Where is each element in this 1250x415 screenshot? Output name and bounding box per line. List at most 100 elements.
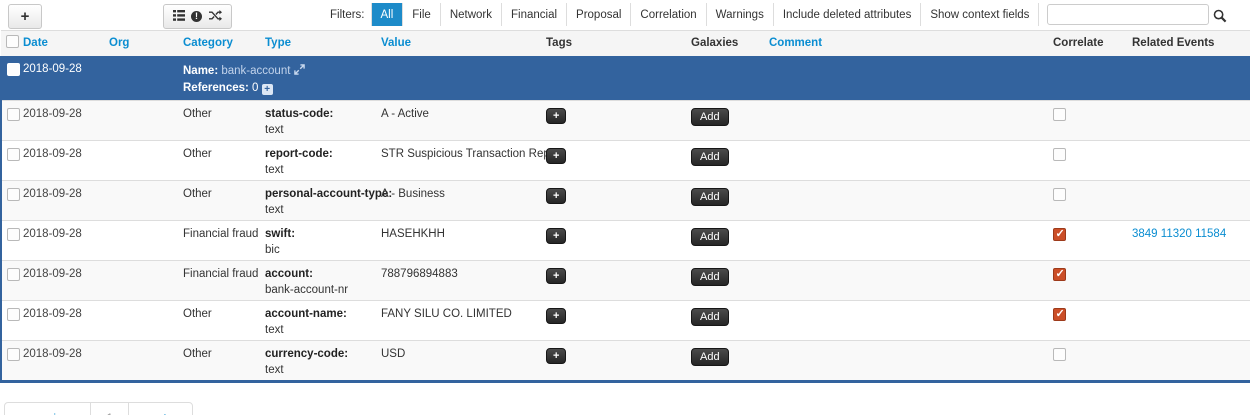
filter-tab-all[interactable]: All [370, 3, 403, 26]
add-tag-button[interactable]: + [546, 147, 567, 164]
add-tag-button[interactable]: + [546, 107, 567, 124]
add-galaxy-button[interactable]: Add [691, 347, 729, 366]
search-input[interactable] [1047, 4, 1210, 25]
filter-tab-correlation[interactable]: Correlation [630, 3, 705, 26]
filter-tab-financial[interactable]: Financial [501, 3, 566, 26]
related-events-cell [1130, 140, 1250, 180]
category-cell: Other [183, 147, 212, 160]
correlate-checkbox[interactable] [1053, 347, 1066, 361]
comment-cell [767, 180, 1051, 220]
header-comment[interactable]: Comment [769, 37, 823, 50]
header-correlate: Correlate [1053, 37, 1104, 50]
object-references-label: References: [183, 81, 249, 94]
expand-object-icon[interactable] [293, 63, 305, 78]
object-checkbox[interactable] [7, 62, 20, 76]
tags-cell: + [544, 100, 689, 140]
filter-tab-warnings[interactable]: Warnings [705, 3, 773, 26]
table-row: 2018-09-28 Other account-name: text FANY … [0, 300, 1250, 340]
type-cell: account: bank-account-nr [265, 267, 349, 296]
header-date[interactable]: Date [23, 37, 48, 50]
related-events-cell: 3849 11320 11584 [1130, 220, 1250, 260]
object-date: 2018-09-28 [23, 62, 82, 75]
object-org [107, 56, 181, 101]
correlate-cell [1051, 100, 1130, 140]
tags-cell: + [544, 140, 689, 180]
search-icon[interactable] [1213, 3, 1227, 26]
related-events-cell [1130, 260, 1250, 300]
correlate-checkbox[interactable] [1053, 187, 1066, 201]
date-cell: 2018-09-28 [23, 307, 82, 320]
tags-cell: + [544, 340, 689, 381]
header-category[interactable]: Category [183, 37, 233, 50]
value-cell: A - Business [381, 187, 445, 200]
correlate-checkbox[interactable] [1053, 227, 1066, 241]
pagination-previous[interactable]: « previous [5, 403, 90, 415]
type-cell: swift: bic [265, 227, 296, 256]
filter-tab-file[interactable]: File [402, 3, 440, 26]
correlate-cell [1051, 340, 1130, 381]
correlate-checkbox[interactable] [1053, 107, 1066, 121]
filter-tab-show-context[interactable]: Show context fields [920, 3, 1040, 26]
correlate-checkbox[interactable] [1053, 307, 1066, 321]
row-checkbox[interactable] [7, 227, 20, 241]
correlate-cell [1051, 260, 1130, 300]
correlate-cell [1051, 180, 1130, 220]
exclamation-circle-icon[interactable] [191, 11, 202, 22]
row-checkbox[interactable] [7, 307, 20, 321]
add-galaxy-button[interactable]: Add [691, 267, 729, 286]
header-value[interactable]: Value [381, 37, 412, 50]
view-options-group[interactable] [163, 4, 232, 29]
row-checkbox[interactable] [7, 187, 20, 201]
add-galaxy-button[interactable]: Add [691, 307, 729, 326]
row-checkbox[interactable] [7, 147, 20, 161]
add-tag-button[interactable]: + [546, 267, 567, 284]
add-tag-button[interactable]: + [546, 307, 567, 324]
date-cell: 2018-09-28 [23, 267, 82, 280]
table-row: 2018-09-28 Financial fraud swift: bic HAS… [0, 220, 1250, 260]
add-galaxy-button[interactable]: Add [691, 147, 729, 166]
category-cell: Financial fraud [183, 267, 259, 280]
shuffle-icon[interactable] [208, 9, 222, 24]
category-cell: Other [183, 347, 212, 360]
table-row: 2018-09-28 Other currency-code: text USD … [0, 340, 1250, 381]
related-events-link[interactable]: 3849 11320 11584 [1132, 227, 1227, 240]
object-row[interactable]: 2018-09-28 Name: bank-account References… [0, 55, 1250, 101]
correlate-cell [1051, 300, 1130, 340]
row-checkbox[interactable] [7, 107, 20, 121]
galaxies-cell: Add [689, 180, 767, 220]
add-galaxy-button[interactable]: Add [691, 227, 729, 246]
add-attribute-button[interactable]: + [8, 4, 42, 29]
select-all-checkbox[interactable] [6, 35, 19, 49]
related-events-cell [1130, 300, 1250, 340]
value-cell: STR Suspicious Transaction Report [381, 147, 564, 160]
filter-strip: Filters: All File Network Financial Prop… [330, 3, 1227, 26]
header-type[interactable]: Type [265, 37, 291, 50]
correlate-checkbox[interactable] [1053, 267, 1066, 281]
add-tag-button[interactable]: + [546, 347, 567, 364]
row-checkbox[interactable] [7, 347, 20, 361]
correlate-checkbox[interactable] [1053, 147, 1066, 161]
filter-tab-network[interactable]: Network [439, 3, 501, 26]
value-cell: FANY SILU CO. LIMITED [381, 307, 512, 320]
pagination-next[interactable]: next » [128, 403, 192, 415]
header-related-events: Related Events [1132, 37, 1215, 50]
galaxies-cell: Add [689, 220, 767, 260]
add-tag-button[interactable]: + [546, 227, 567, 244]
table-row: 2018-09-28 Other personal-account-type: t… [0, 180, 1250, 220]
list-view-icon[interactable] [173, 9, 185, 24]
object-info: Name: bank-account References: 0 [181, 55, 1250, 100]
table-header-row: Date Org Category Type Value Tags Galaxi… [1, 30, 1250, 56]
add-galaxy-button[interactable]: Add [691, 107, 729, 126]
filter-tab-proposal[interactable]: Proposal [566, 3, 630, 26]
correlate-cell [1051, 220, 1130, 260]
row-checkbox[interactable] [7, 267, 20, 281]
org-cell [107, 180, 181, 220]
add-galaxy-button[interactable]: Add [691, 187, 729, 206]
filter-tab-include-deleted[interactable]: Include deleted attributes [772, 3, 921, 26]
org-cell [107, 100, 181, 140]
header-org[interactable]: Org [109, 37, 130, 50]
add-reference-icon[interactable] [261, 83, 273, 95]
org-cell [107, 260, 181, 300]
add-tag-button[interactable]: + [546, 187, 567, 204]
galaxies-cell: Add [689, 340, 767, 381]
